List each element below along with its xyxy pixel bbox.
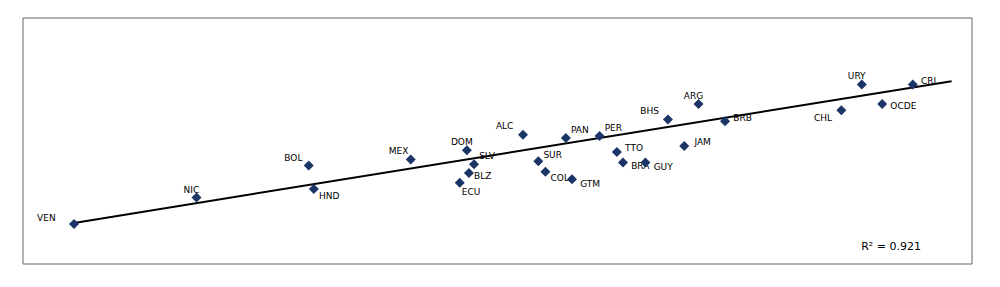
svg-text:PAN: PAN [571,125,589,135]
svg-text:JAM: JAM [693,137,710,147]
svg-text:BLZ: BLZ [474,171,491,181]
svg-text:COL: COL [551,173,569,183]
svg-text:CHL: CHL [814,113,832,123]
svg-text:HND: HND [319,191,340,201]
svg-text:NIC: NIC [184,185,200,195]
svg-text:MEX: MEX [389,146,409,156]
svg-text:URY: URY [848,71,866,81]
svg-text:BRA: BRA [631,161,650,172]
svg-text:OCDE: OCDE [890,101,916,111]
svg-text:ARG: ARG [684,91,703,101]
svg-text:ECU: ECU [462,187,481,197]
svg-text:SLV: SLV [479,151,496,161]
svg-text:BRB: BRB [733,113,752,123]
svg-text:SUR: SUR [543,150,562,160]
svg-text:ALC: ALC [496,121,513,131]
svg-text:GTM: GTM [580,179,600,189]
svg-text:DOM: DOM [451,137,473,147]
svg-text:PER: PER [605,123,622,133]
svg-text:BOL: BOL [284,153,302,163]
svg-text:TTO: TTO [624,143,643,153]
svg-text:BHS: BHS [640,106,659,116]
svg-text:VEN: VEN [37,213,56,223]
svg-text:CRI: CRI [921,76,936,86]
svg-text:GUY: GUY [654,162,674,172]
svg-text:R² = 0.921: R² = 0.921 [861,240,921,253]
